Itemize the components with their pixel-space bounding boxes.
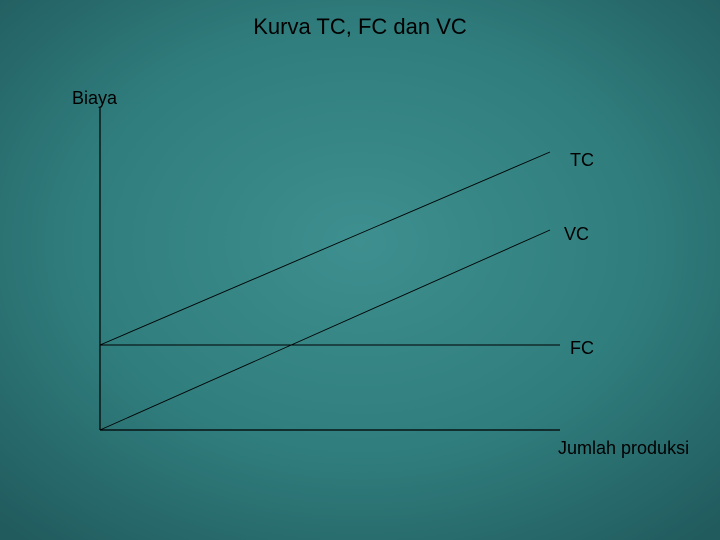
- tc-line: [100, 152, 550, 345]
- cost-curves-chart: [0, 0, 720, 540]
- vc-line: [100, 230, 550, 430]
